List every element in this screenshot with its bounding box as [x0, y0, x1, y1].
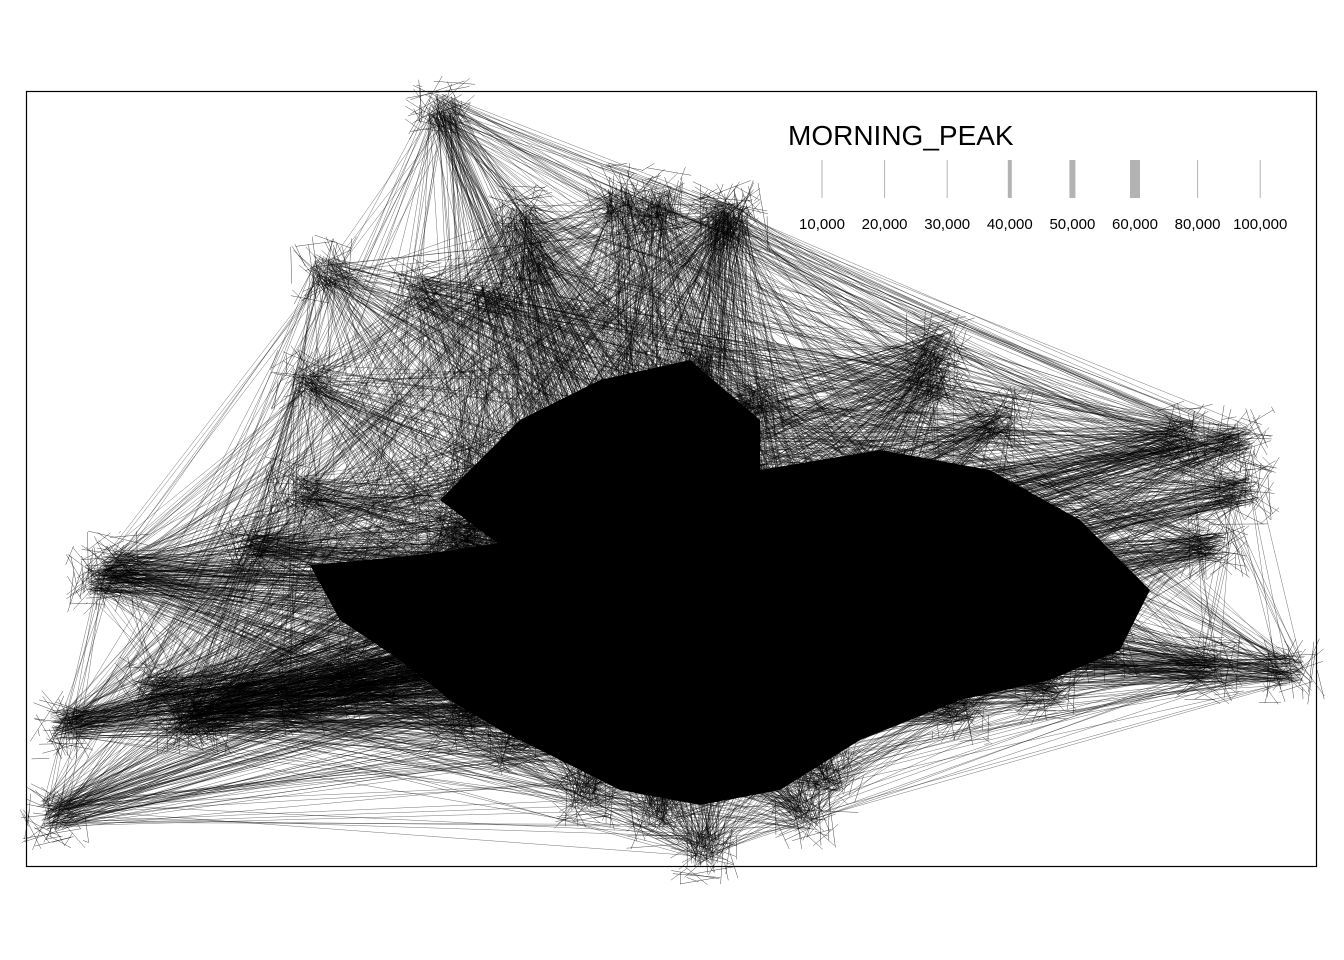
legend-label-8: 100,000 — [1233, 216, 1287, 233]
legend-line-2 — [884, 160, 886, 198]
legend-label-5: 50,000 — [1049, 216, 1095, 233]
flow-network-core — [310, 360, 1150, 805]
legend-title: MORNING_PEAK — [788, 120, 1014, 151]
legend-line-4 — [1007, 160, 1012, 198]
legend-label-7: 80,000 — [1175, 216, 1221, 233]
legend-label-1: 10,000 — [799, 216, 845, 233]
legend-line-1 — [821, 160, 823, 198]
legend-label-3: 30,000 — [924, 216, 970, 233]
legend-items: 10,000 20,000 30,000 40,000 50,000 60,000 80,0… — [799, 160, 1287, 233]
legend-line-3 — [946, 160, 948, 198]
legend-line-8 — [1259, 160, 1261, 198]
legend-line-6 — [1130, 160, 1140, 198]
legend-line-5 — [1069, 160, 1076, 198]
legend: MORNING_PEAK 10,000 20,000 30,000 40,000 50,… — [788, 120, 1287, 233]
legend-label-4: 40,000 — [987, 216, 1033, 233]
legend-label-6: 60,000 — [1112, 216, 1158, 233]
legend-label-2: 20,000 — [862, 216, 908, 233]
legend-line-7 — [1197, 160, 1199, 198]
map-panel — [19, 75, 1325, 885]
map-frame — [25, 90, 1318, 868]
